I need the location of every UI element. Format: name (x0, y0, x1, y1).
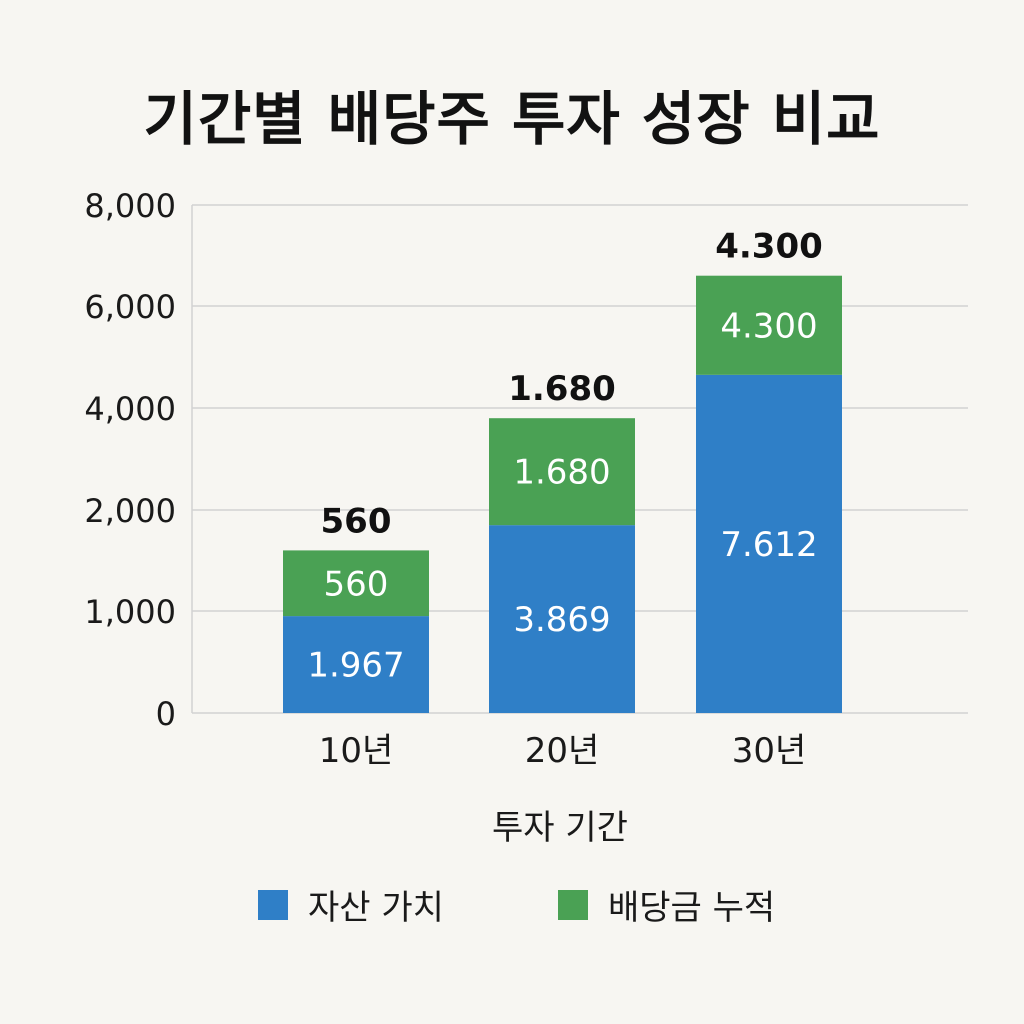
data-label-dividend: 4.300 (720, 306, 817, 346)
bar-dividend-3 (696, 275, 842, 375)
data-label-total: 4.300 (715, 227, 823, 267)
x-tick-label: 30년 (732, 731, 807, 771)
y-tick-label: 4,000 (84, 390, 176, 428)
data-label-dividend: 1.680 (513, 453, 610, 493)
y-tick-label: 8,000 (84, 187, 176, 225)
legend-label-asset-value: 자산 가치 (308, 888, 444, 928)
y-tick-label: 0 (156, 695, 176, 733)
data-label-total: 560 (321, 501, 392, 541)
x-tick-label: 20년 (525, 731, 600, 771)
data-label-asset-value: 3.869 (513, 600, 610, 640)
bar-asset-value-1 (283, 616, 429, 713)
bar-dividend-2 (489, 418, 635, 526)
legend-item-dividend: 배당금 누적 (558, 880, 775, 929)
legend-label-dividend: 배당금 누적 (608, 888, 776, 928)
y-tick-label: 1,000 (84, 593, 176, 631)
data-label-asset-value: 1.967 (307, 646, 404, 686)
x-tick-label: 10년 (319, 731, 394, 771)
legend-swatch-dividend (558, 889, 588, 920)
data-label-dividend: 560 (324, 564, 389, 604)
bar-dividend-1 (283, 550, 429, 617)
legend-item-asset-value: 자산 가치 (258, 880, 444, 929)
data-label-total: 1.680 (508, 369, 616, 409)
legend: 자산 가치 배당금 누적 (0, 880, 1024, 928)
y-tick-label: 2,000 (84, 492, 176, 530)
y-tick-label: 6,000 (84, 288, 176, 326)
legend-swatch-asset-value (258, 889, 288, 920)
chart-title: 기간별 배당주 투자 성장 비교 (143, 85, 881, 153)
x-axis-title: 투자 기간 (492, 808, 628, 848)
data-label-asset-value: 7.612 (720, 525, 817, 565)
bar-asset-value-2 (489, 525, 635, 713)
bar-asset-value-3 (696, 374, 842, 713)
